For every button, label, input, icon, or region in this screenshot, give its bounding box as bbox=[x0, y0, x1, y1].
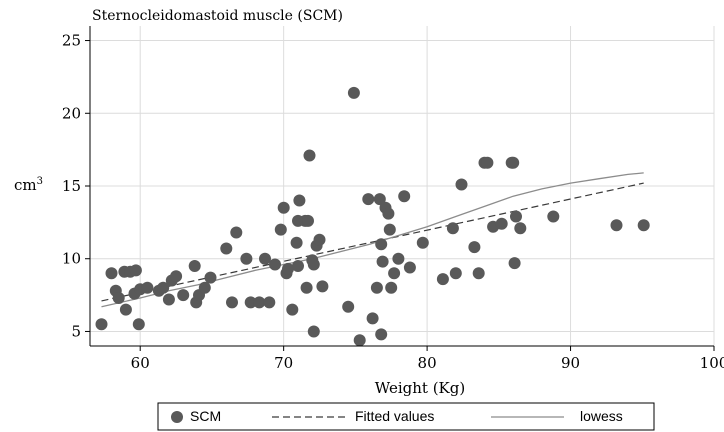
x-tick-label: 100 bbox=[700, 354, 724, 372]
scm-data-point bbox=[220, 242, 233, 255]
scm-data-point bbox=[259, 252, 271, 265]
scm-data-point bbox=[375, 328, 388, 341]
y-axis-label-superscript: 3 bbox=[37, 176, 43, 187]
scm-data-point bbox=[373, 193, 386, 206]
scm-data-point bbox=[177, 289, 190, 302]
scm-data-point bbox=[514, 222, 527, 235]
fitted-values-line bbox=[101, 182, 644, 302]
y-tick-label: 15 bbox=[62, 177, 81, 195]
scm-data-point bbox=[508, 257, 521, 270]
x-tick-label: 70 bbox=[274, 354, 293, 372]
scm-data-point bbox=[398, 190, 411, 203]
scm-data-point bbox=[303, 149, 316, 162]
legend-box bbox=[157, 402, 655, 431]
scm-data-point bbox=[290, 236, 303, 249]
scm-data-point bbox=[353, 334, 366, 347]
fitted-line-layer bbox=[101, 182, 644, 302]
scm-data-point bbox=[637, 219, 650, 232]
scm-data-point bbox=[436, 273, 449, 286]
scm-data-point bbox=[263, 296, 276, 309]
scm-data-point bbox=[198, 281, 211, 294]
x-tick-label: 90 bbox=[561, 354, 580, 372]
axes: 60 70 80 90 100 5 10 15 20 25 bbox=[62, 26, 724, 372]
scm-data-point bbox=[129, 264, 142, 277]
scm-data-point bbox=[230, 226, 243, 239]
scm-data-point bbox=[455, 178, 468, 191]
legend-label-lowess: lowess bbox=[580, 408, 623, 424]
scm-data-point bbox=[132, 318, 145, 331]
scm-data-point bbox=[253, 296, 266, 309]
scm-data-point bbox=[449, 267, 462, 280]
scm-data-point bbox=[547, 210, 560, 223]
legend-marker-scm bbox=[171, 411, 183, 423]
y-axis-label: cm3 bbox=[14, 176, 43, 194]
scm-data-point bbox=[269, 258, 281, 271]
scm-data-point bbox=[481, 156, 494, 169]
scm-data-point bbox=[307, 325, 320, 338]
y-tick-label: 20 bbox=[62, 104, 81, 122]
scm-data-point bbox=[307, 258, 320, 271]
scm-data-point bbox=[370, 281, 383, 294]
scm-data-point bbox=[119, 303, 132, 316]
scm-data-point bbox=[105, 267, 118, 280]
scm-data-point bbox=[382, 207, 395, 220]
scm-data-point bbox=[342, 300, 355, 313]
scm-data-point bbox=[385, 281, 398, 294]
scm-data-point bbox=[392, 252, 405, 265]
scm-data-point bbox=[188, 260, 201, 272]
scm-data-point bbox=[316, 280, 329, 293]
scm-data-point bbox=[286, 303, 299, 316]
scm-data-point bbox=[226, 296, 238, 309]
scm-data-point bbox=[112, 292, 125, 304]
scm-data-point bbox=[277, 201, 290, 214]
scm-data-point bbox=[495, 217, 508, 230]
scm-data-point bbox=[383, 223, 396, 236]
scm-data-point bbox=[141, 281, 154, 294]
scm-data-point bbox=[162, 293, 175, 306]
scm-data-point bbox=[157, 281, 170, 294]
scm-data-point bbox=[300, 281, 313, 294]
scm-data-point bbox=[274, 223, 287, 236]
scatter-points bbox=[95, 86, 650, 347]
x-axis-label: Weight (Kg) bbox=[375, 379, 465, 397]
scm-data-point bbox=[240, 252, 253, 265]
scm-data-point bbox=[507, 156, 520, 169]
scm-data-point bbox=[347, 86, 360, 99]
scm-data-point bbox=[510, 210, 522, 223]
y-axis-label-unit: cm bbox=[14, 176, 37, 194]
scm-data-point bbox=[244, 296, 257, 309]
scm-data-point bbox=[388, 267, 401, 280]
y-tick-label: 25 bbox=[62, 32, 81, 50]
scm-data-point bbox=[403, 261, 416, 274]
scm-data-point bbox=[468, 241, 481, 254]
scm-data-point bbox=[282, 262, 294, 275]
scm-data-point bbox=[610, 219, 623, 232]
legend: SCM Fitted values lowess bbox=[157, 402, 655, 431]
scm-data-point bbox=[375, 238, 388, 251]
scm-data-point bbox=[292, 260, 304, 272]
x-tick-label: 80 bbox=[418, 354, 437, 372]
x-tick-label: 60 bbox=[131, 354, 150, 372]
chart-title: Sternocleidomastoid muscle (SCM) bbox=[92, 8, 343, 24]
scm-data-point bbox=[313, 233, 326, 246]
scm-data-point bbox=[446, 222, 459, 235]
scm-data-point bbox=[293, 194, 306, 207]
scm-data-point bbox=[366, 312, 379, 325]
legend-label-fitted: Fitted values bbox=[355, 408, 434, 424]
scm-data-point bbox=[95, 318, 108, 331]
scm-data-point bbox=[472, 267, 485, 280]
scm-data-point bbox=[302, 214, 314, 227]
scm-data-point bbox=[362, 193, 375, 206]
scm-data-point bbox=[376, 255, 389, 268]
legend-label-scm: SCM bbox=[190, 408, 221, 424]
scm-data-point bbox=[416, 236, 429, 249]
y-tick-label: 5 bbox=[71, 322, 81, 340]
scm-data-point bbox=[170, 270, 183, 283]
y-tick-label: 10 bbox=[62, 250, 81, 268]
scm-data-point bbox=[204, 271, 217, 284]
